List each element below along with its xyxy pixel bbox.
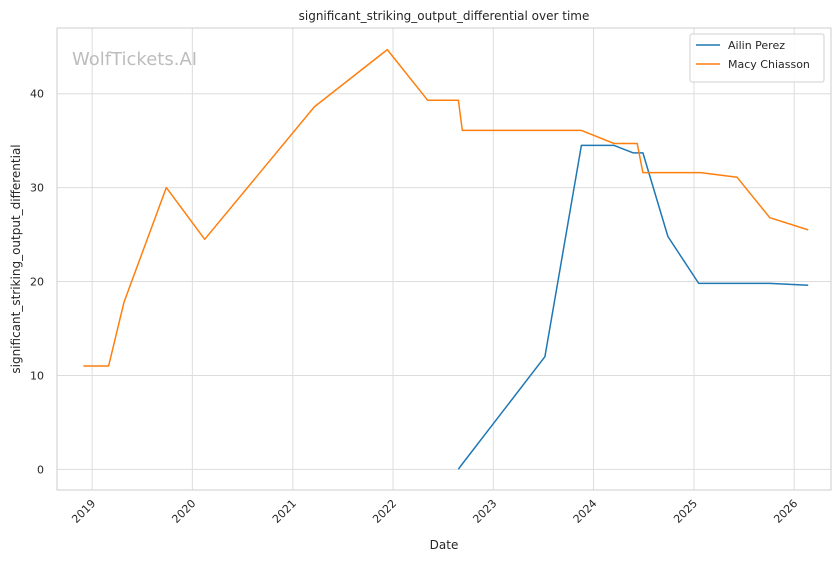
legend-box (689, 33, 825, 83)
y-tick-labels: 0 10 20 30 40 (30, 88, 44, 477)
x-tick-label: 2026 (771, 497, 800, 526)
x-tick-label: 2024 (571, 497, 600, 526)
x-axis-label: Date (430, 538, 459, 552)
x-tick-label: 2022 (370, 497, 399, 526)
y-tick-label: 40 (30, 88, 44, 101)
grid (57, 28, 831, 490)
y-tick-label: 20 (30, 276, 44, 289)
legend-label: Ailin Perez (728, 39, 785, 52)
series-line-ailin-perez (457, 144, 809, 470)
x-tick-label: 2025 (671, 497, 700, 526)
plot-frame (56, 27, 832, 491)
x-tick-label: 2020 (169, 497, 198, 526)
series-line-macy-chiasson (83, 48, 809, 367)
y-axis-label: significant_striking_output_differential (9, 144, 23, 373)
x-tick-labels: 2019 2020 2021 2022 2023 2024 2025 2026 (69, 497, 800, 526)
y-tick-label: 10 (30, 369, 44, 382)
x-tick-label: 2023 (470, 497, 499, 526)
chart-title: significant_striking_output_differential… (299, 9, 590, 23)
y-tick-label: 0 (37, 463, 44, 476)
y-tick-label: 30 (30, 182, 44, 195)
legend-label: Macy Chiasson (728, 58, 810, 71)
x-tick-label: 2019 (69, 497, 98, 526)
watermark: WolfTickets.AI (72, 49, 197, 70)
x-tick-label: 2021 (270, 497, 299, 526)
series-lines (83, 48, 809, 470)
legend: Ailin Perez Macy Chiasson (689, 33, 825, 83)
